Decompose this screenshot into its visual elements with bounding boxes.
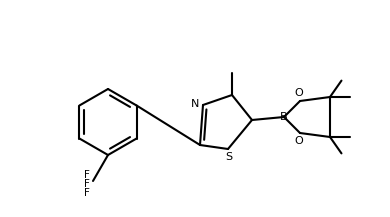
Text: F: F	[84, 170, 90, 180]
Text: S: S	[225, 152, 232, 162]
Text: O: O	[294, 136, 303, 146]
Text: N: N	[191, 99, 199, 109]
Text: F: F	[84, 188, 90, 198]
Text: O: O	[294, 88, 303, 98]
Text: B: B	[280, 112, 288, 122]
Text: F: F	[84, 179, 90, 189]
